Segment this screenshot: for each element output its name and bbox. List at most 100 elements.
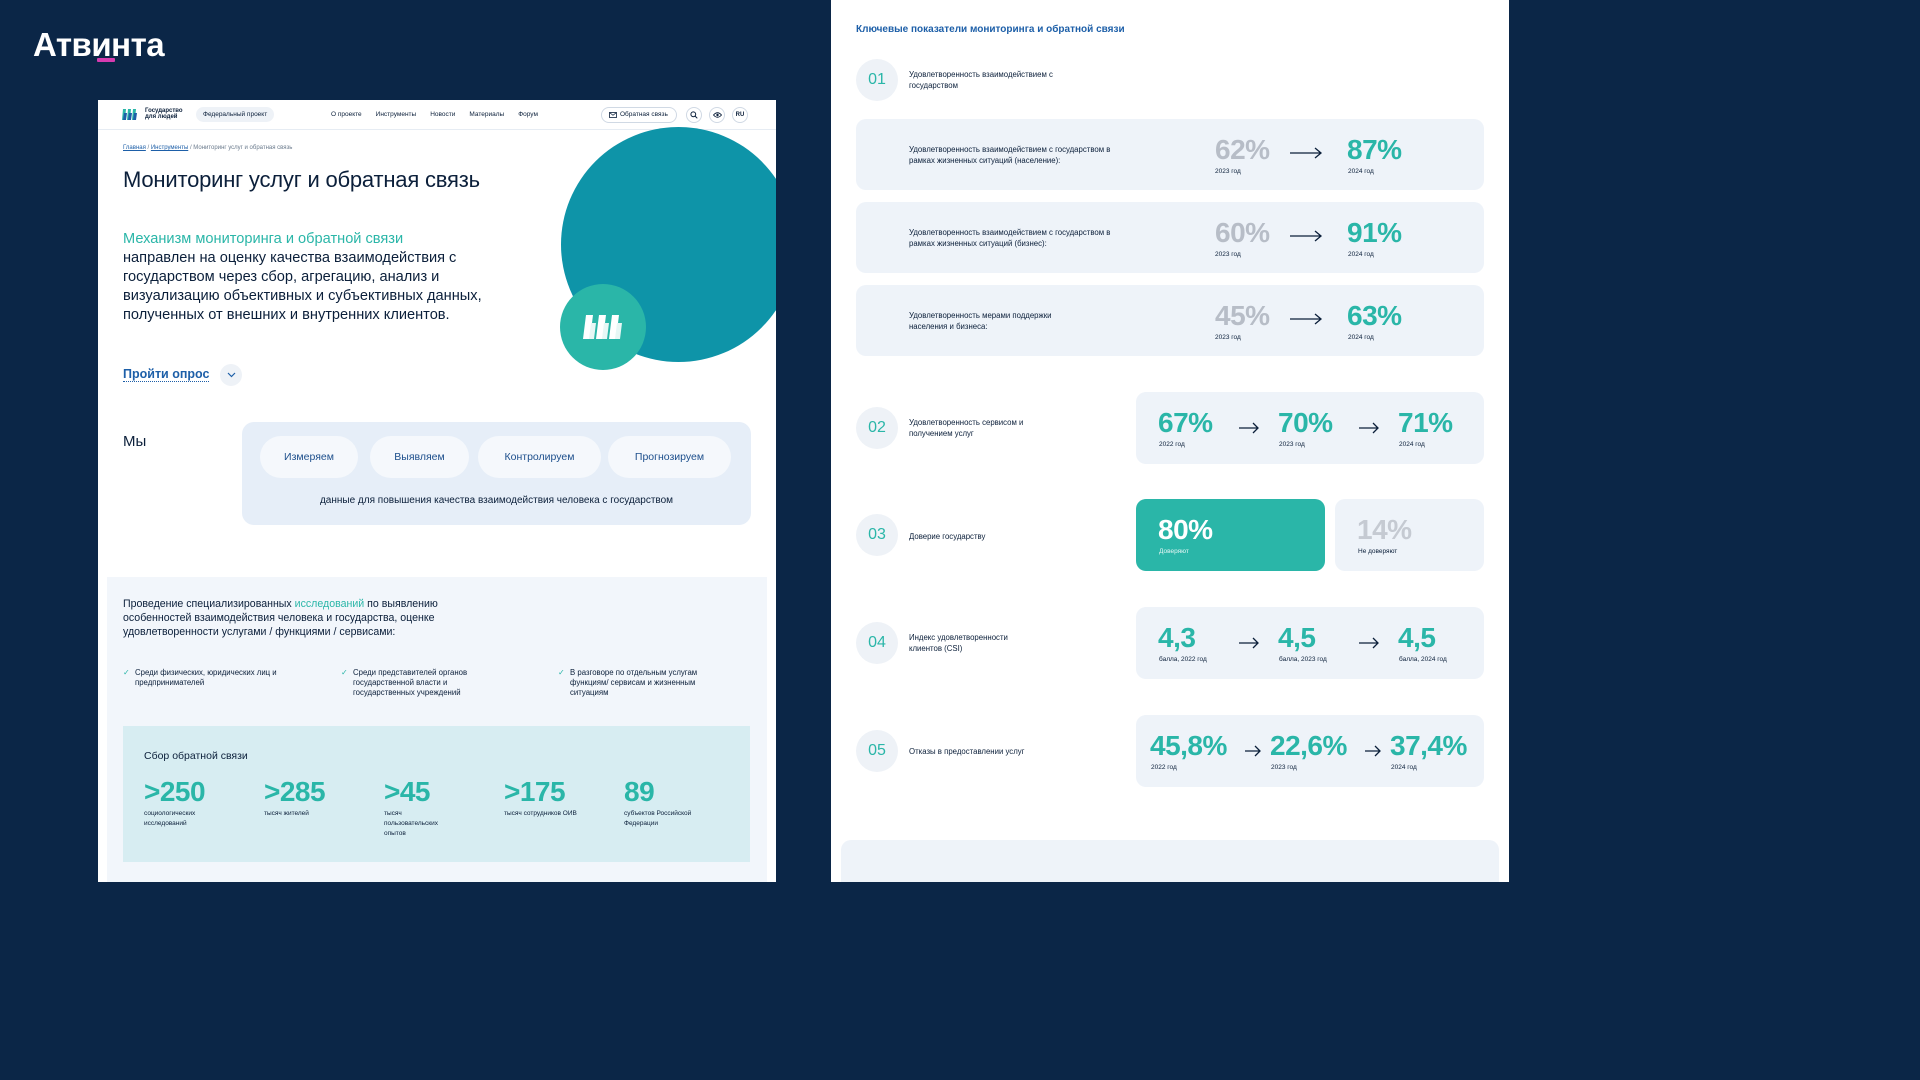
left-page-screenshot: Государство для людей Федеральный проект…: [98, 100, 776, 882]
kpi-value-from: 62%: [1215, 134, 1270, 165]
kpi-value: 37,4%: [1390, 730, 1467, 761]
kpi-card-label: Удовлетворенность взаимодействием с госу…: [909, 145, 1111, 165]
kpi-card: 45,8% 2022 год 22,6% 2023 год 37,4% 2024…: [1136, 715, 1484, 787]
kpi-value: 4,5: [1398, 622, 1436, 653]
pill-forecast[interactable]: Прогнозируем: [608, 436, 731, 478]
kpi-year: 2022 год: [1159, 441, 1185, 448]
section-number-badge: 03: [856, 514, 898, 556]
section-number-badge: 04: [856, 622, 898, 664]
kpi-value: 67%: [1158, 407, 1213, 438]
kpi-card: 4,3 балла, 2022 год 4,5 балла, 2023 год …: [1136, 607, 1484, 679]
kpi-year-to: 2024 год: [1348, 251, 1374, 258]
survey-expand-button[interactable]: [220, 364, 242, 386]
kpi-section-title: Ключевые показатели мониторинга и обратн…: [856, 24, 1125, 35]
kpi-value: 71%: [1398, 407, 1453, 438]
kpi-card-label: Удовлетворенность взаимодействием с госу…: [909, 228, 1111, 248]
site-logo-text: Государство для людей: [145, 108, 195, 120]
stat-number: >250: [144, 776, 206, 807]
nav-tools[interactable]: Инструменты: [375, 111, 417, 118]
stat-item: >175 тысяч сотрудников ОИВ: [504, 776, 604, 819]
stat-item: >285 тысяч жителей: [264, 776, 354, 819]
federal-project-badge[interactable]: Федеральный проект: [196, 107, 275, 122]
check-item: ✓ Среди физических, юридических лиц и пр…: [123, 668, 298, 688]
breadcrumb: Главная / Инструменты / Мониторинг услуг…: [123, 145, 292, 151]
lead-text: направлен на оценку качества взаимодейст…: [123, 250, 482, 323]
kpi-card: 67% 2022 год 70% 2023 год 71% 2024 год: [1136, 392, 1484, 464]
stat-item: 89 субъектов Российской Федерации: [624, 776, 724, 829]
feedback-button[interactable]: Обратная связь: [601, 107, 677, 123]
pill-measure[interactable]: Измеряем: [260, 436, 358, 478]
site-header: Государство для людей Федеральный проект…: [98, 100, 776, 130]
kpi-value: 22,6%: [1270, 730, 1347, 761]
stat-number: >175: [504, 776, 566, 807]
kpi-year: 2023 год: [1279, 441, 1305, 448]
check-text: В разговоре по отдельным услугам функция…: [570, 668, 698, 697]
kpi-year-to: 2024 год: [1348, 168, 1374, 175]
kpi-value: 45,8%: [1150, 730, 1227, 761]
logo-line-1: Государство: [145, 108, 183, 114]
kpi-year-to: 2024 год: [1348, 334, 1374, 341]
nav-news[interactable]: Новости: [430, 111, 456, 118]
stat-item: >45 тысяч пользовательских опытов: [384, 776, 474, 839]
section-label: Удовлетворенность взаимодействием с госу…: [909, 70, 1053, 90]
kpi-year-from: 2023 год: [1215, 168, 1241, 175]
logo-line-2: для людей: [145, 114, 178, 120]
breadcrumb-home[interactable]: Главная: [123, 145, 146, 151]
stat-label: субъектов Российской Федерации: [624, 810, 692, 827]
kpi-value-to: 87%: [1347, 134, 1402, 165]
section-label: Удовлетворенность сервисом и получением …: [909, 418, 1024, 438]
main-nav: О проекте Инструменты Новости Материалы …: [331, 111, 538, 118]
kpi-value-from: 60%: [1215, 217, 1270, 248]
kpi-value: 4,3: [1158, 622, 1196, 653]
arrow-right-icon: [1290, 230, 1323, 242]
stat-label: тысяч жителей: [264, 810, 309, 817]
page-title: Мониторинг услуг и обратная связь: [123, 167, 480, 192]
kpi-card: Удовлетворенность взаимодействием с госу…: [856, 119, 1484, 190]
nav-about[interactable]: О проекте: [331, 111, 362, 118]
arrow-right-icon: [1359, 422, 1379, 434]
section-number-badge: 05: [856, 730, 898, 772]
arrow-right-icon: [1245, 745, 1261, 757]
trust-value: 80%: [1158, 514, 1213, 545]
breadcrumb-current: Мониторинг услуг и обратная связь: [193, 145, 293, 151]
we-caption: данные для повышения качества взаимодейс…: [319, 495, 674, 506]
kpi-year: 2024 год: [1399, 441, 1425, 448]
arrow-right-icon: [1239, 637, 1259, 649]
kpi-value: 70%: [1278, 407, 1333, 438]
eye-icon: [712, 112, 722, 118]
nav-forum[interactable]: Форум: [518, 111, 538, 118]
check-item: ✓ Среди представителей органов государст…: [341, 668, 491, 698]
lead-paragraph: Механизм мониторинга и обратной связи на…: [123, 230, 533, 325]
arrow-right-icon: [1290, 313, 1323, 325]
check-icon: ✓: [123, 668, 130, 677]
stat-item: >250 социологических исследований: [144, 776, 234, 829]
collection-title: Сбор обратной связи: [144, 750, 248, 762]
trust-caption: Доверяют: [1159, 548, 1189, 555]
kpi-year: балла, 2024 год: [1399, 656, 1447, 663]
section-number-badge: 01: [856, 59, 898, 101]
mail-icon: [609, 112, 617, 118]
breadcrumb-tools[interactable]: Инструменты: [150, 145, 189, 151]
take-survey-link[interactable]: Пройти опрос: [123, 367, 210, 382]
check-icon: ✓: [341, 668, 348, 677]
section-label: Индекс удовлетворенности клиентов (CSI): [909, 633, 1008, 653]
kpi-value-to: 63%: [1347, 300, 1402, 331]
kpi-card-label: Удовлетворенность мерами поддержки насел…: [909, 311, 1052, 331]
language-button[interactable]: RU: [732, 107, 748, 123]
pill-detect[interactable]: Выявляем: [370, 436, 469, 478]
accessibility-button[interactable]: [709, 107, 725, 123]
feedback-label: Обратная связь: [620, 111, 668, 118]
kpi-card: Удовлетворенность мерами поддержки насел…: [856, 285, 1484, 356]
distrust-caption: Не доверяют: [1358, 548, 1398, 555]
kpi-year-from: 2023 год: [1215, 334, 1241, 341]
research-link[interactable]: исследований: [294, 598, 365, 610]
nav-materials[interactable]: Материалы: [469, 111, 505, 118]
section-number-badge: 02: [856, 407, 898, 449]
pill-control[interactable]: Контролируем: [478, 436, 601, 478]
kpi-year: 2022 год: [1151, 764, 1177, 771]
check-item: ✓ В разговоре по отдельным услугам функц…: [558, 668, 718, 698]
next-section-card: [841, 840, 1499, 882]
research-title-after: по выявлению особенностей взаимодействия…: [123, 598, 438, 638]
search-button[interactable]: [686, 107, 702, 123]
site-logo-icon[interactable]: [122, 107, 140, 122]
